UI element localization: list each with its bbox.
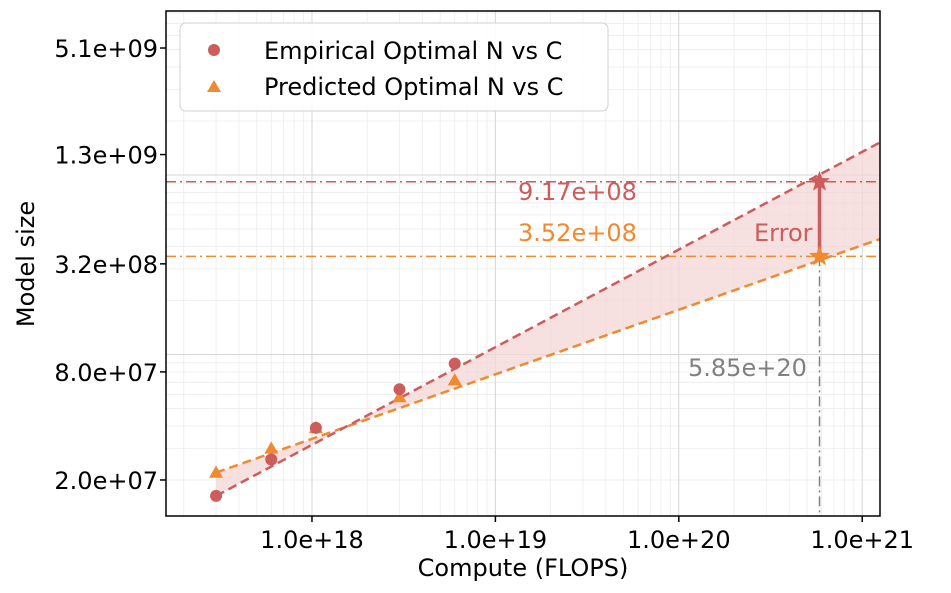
y-axis-label: Model size (12, 201, 40, 327)
y-tick-label: 3.2e+08 (54, 251, 158, 279)
x-tick-label: 1.0e+21 (810, 526, 914, 554)
y-tick-label: 5.1e+09 (54, 35, 158, 63)
legend-predicted-label: Predicted Optimal N vs C (264, 73, 564, 101)
legend-predicted-marker (207, 80, 221, 92)
predicted-point (392, 389, 407, 403)
empirical-point (448, 357, 461, 370)
empirical-target-star (809, 170, 830, 191)
legend-empirical-label: Empirical Optimal N vs C (264, 37, 562, 65)
x-tick-label: 1.0e+18 (260, 526, 364, 554)
legend-frame (179, 22, 609, 112)
axis-ticks: 1.0e+18 1.0e+19 1.0e+20 1.0e+21 2.0e+07 8.0e+… (54, 35, 914, 554)
empirical-point (265, 453, 278, 466)
predicted-point (447, 373, 462, 386)
empirical-point (210, 489, 223, 502)
x-tick-label: 1.0e+19 (444, 526, 548, 554)
predicted-point (264, 441, 279, 454)
empirical-point (393, 383, 406, 396)
empirical-point (309, 421, 322, 434)
y-tick-label: 1.3e+09 (54, 142, 158, 170)
error-label: Error (754, 219, 813, 247)
predicted-fit-line (215, 237, 880, 474)
x-tick-label: 1.0e+20 (627, 526, 731, 554)
x-axis-label: Compute (FLOPS) (418, 554, 629, 582)
legend-empirical-marker (208, 44, 220, 56)
legend: Empirical Optimal N vs C Predicted Optim… (179, 22, 609, 112)
plot-layer (166, 141, 880, 516)
y-tick-label: 2.0e+07 (54, 467, 158, 495)
empirical-target-label: 9.17e+08 (518, 178, 637, 206)
predicted-target-label: 3.52e+08 (518, 219, 637, 247)
target-compute-label: 5.85e+20 (688, 354, 807, 382)
predicted-target-star (809, 245, 830, 266)
predicted-point (209, 465, 224, 478)
y-tick-label: 8.0e+07 (54, 359, 158, 387)
